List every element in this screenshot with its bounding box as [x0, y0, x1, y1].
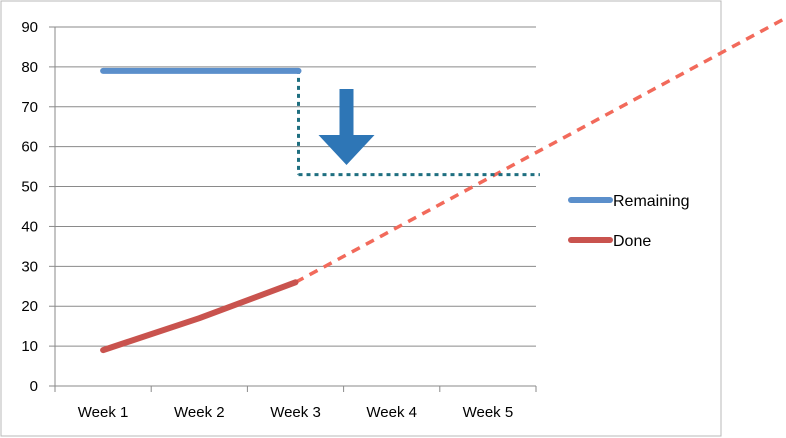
- x-tick-label-1: Week 1: [78, 404, 129, 421]
- x-tick-label-3: Week 3: [270, 404, 321, 421]
- y-tick-label-70: 70: [21, 99, 38, 116]
- y-tick-label-40: 40: [21, 218, 38, 235]
- y-tick-label-10: 10: [21, 338, 38, 355]
- y-axis-ticks: 0 10 20 30 40 50 60 70 80 90: [21, 19, 55, 395]
- annotations: [294, 16, 786, 284]
- y-tick-label-90: 90: [21, 19, 38, 36]
- gridlines: [55, 26, 536, 347]
- x-tick-label-5: Week 5: [463, 404, 514, 421]
- done-projection-line: [294, 16, 786, 284]
- series-lines: [100, 67, 302, 354]
- x-tick-label-4: Week 4: [366, 404, 417, 421]
- axes: [54, 27, 536, 387]
- chart-border: [0, 0, 722, 437]
- y-tick-label-20: 20: [21, 298, 38, 315]
- y-tick-label-60: 60: [21, 139, 38, 156]
- y-tick-label-50: 50: [21, 179, 38, 196]
- x-axis-ticks: Week 1 Week 2 Week 3 Week 4 Week 5: [54, 386, 537, 421]
- legend-label-remaining: Remaining: [613, 193, 689, 210]
- y-tick-label-80: 80: [21, 59, 38, 76]
- y-tick-label-30: 30: [21, 258, 38, 275]
- y-tick-label-0: 0: [30, 378, 38, 395]
- legend: Remaining Done: [568, 193, 689, 250]
- down-arrow-icon: [318, 89, 375, 165]
- legend-label-done: Done: [613, 233, 651, 250]
- x-tick-label-2: Week 2: [174, 404, 225, 421]
